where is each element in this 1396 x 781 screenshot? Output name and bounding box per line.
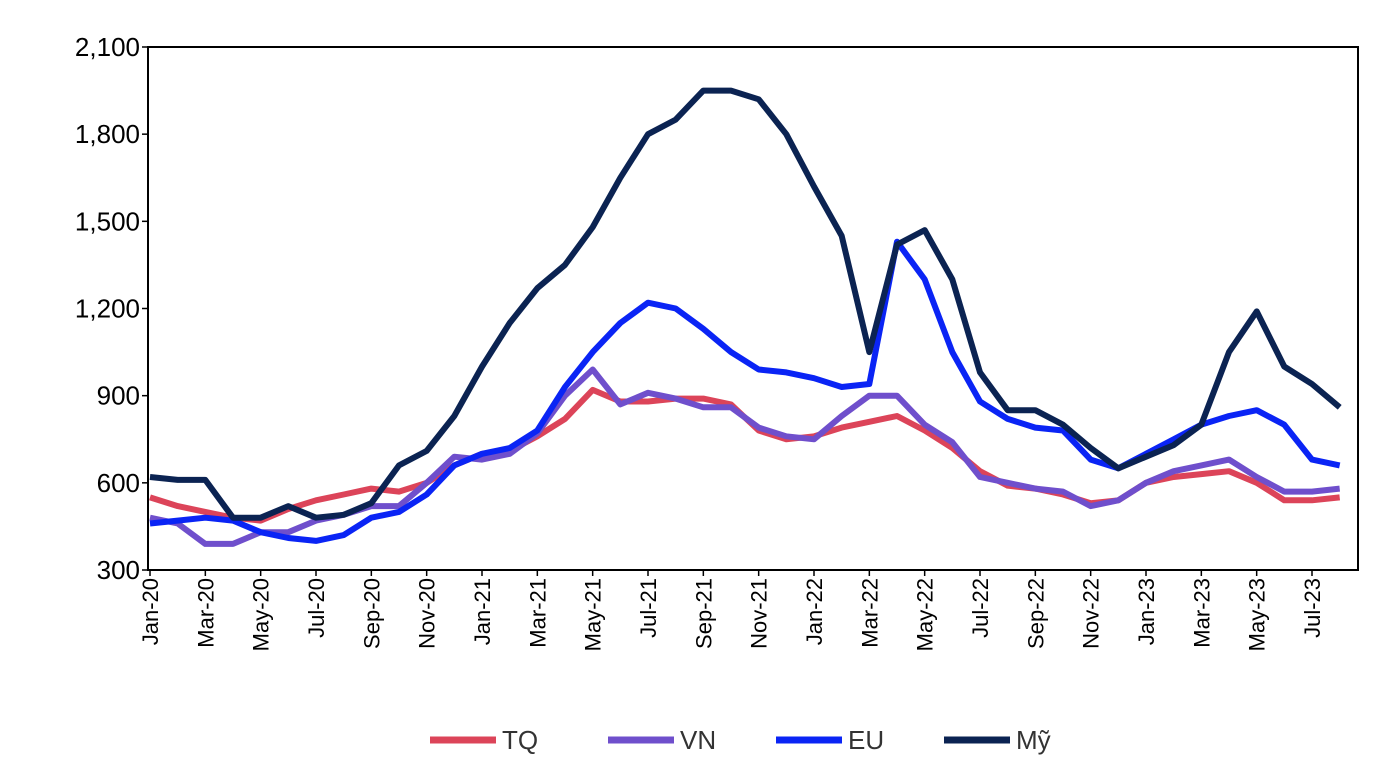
x-tick-label: Jan-21 <box>470 578 495 645</box>
x-tick-label: Jul-23 <box>1300 578 1325 638</box>
x-tick-label: Nov-21 <box>747 578 772 649</box>
x-tick-label: Mar-20 <box>193 578 218 648</box>
x-tick-label: May-20 <box>249 578 274 651</box>
legend-label: TQ <box>502 725 538 755</box>
y-tick-label: 1,500 <box>75 206 140 236</box>
x-tick-label: Mar-21 <box>525 578 550 648</box>
series-line <box>149 386 1341 524</box>
legend-label: Mỹ <box>1016 725 1051 755</box>
series-line <box>149 87 1342 521</box>
y-tick-label: 600 <box>97 468 140 498</box>
x-tick-label: Jan-22 <box>802 578 827 645</box>
x-tick-label: May-22 <box>913 578 938 651</box>
x-tick-label: Nov-20 <box>415 578 440 649</box>
x-tick-label: Jan-20 <box>138 578 163 645</box>
legend-label: VN <box>680 725 716 755</box>
x-tick-label: Jul-22 <box>968 578 993 638</box>
plot-frame <box>147 46 1359 571</box>
x-tick-label: Sep-22 <box>1023 578 1048 649</box>
legend-label: EU <box>848 725 884 755</box>
y-tick-label: 1,800 <box>75 119 140 149</box>
x-tick-label: Mar-22 <box>857 578 882 648</box>
y-tick-label: 2,100 <box>75 32 140 62</box>
x-tick-label: Jan-23 <box>1134 578 1159 645</box>
x-tick-label: Nov-22 <box>1079 578 1104 649</box>
y-tick-label: 300 <box>97 555 140 585</box>
y-tick-label: 1,200 <box>75 294 140 324</box>
x-tick-label: May-23 <box>1245 578 1270 651</box>
x-tick-label: May-21 <box>581 578 606 651</box>
x-tick-label: Sep-21 <box>691 578 716 649</box>
x-tick-label: Jul-20 <box>304 578 329 638</box>
x-tick-label: Mar-23 <box>1189 578 1214 648</box>
x-tick-label: Sep-20 <box>359 578 384 649</box>
x-tick-label: Jul-21 <box>636 578 661 638</box>
y-tick-label: 900 <box>97 381 140 411</box>
